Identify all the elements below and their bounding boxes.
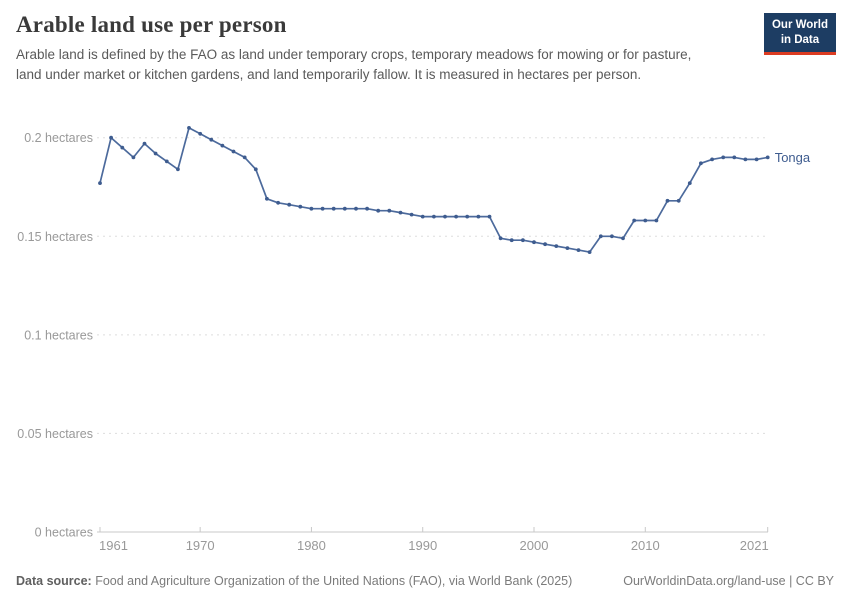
data-point[interactable] bbox=[432, 214, 436, 219]
y-tick-label: 0 hectares bbox=[35, 526, 93, 540]
data-point[interactable] bbox=[554, 244, 559, 249]
data-point[interactable] bbox=[387, 208, 392, 213]
data-point[interactable] bbox=[187, 126, 191, 130]
data-point[interactable] bbox=[598, 234, 603, 239]
data-point[interactable] bbox=[699, 161, 703, 166]
data-point[interactable] bbox=[164, 159, 169, 164]
data-point[interactable] bbox=[354, 206, 358, 211]
data-point[interactable] bbox=[276, 200, 280, 205]
data-point[interactable] bbox=[198, 131, 203, 136]
data-point[interactable] bbox=[665, 198, 670, 203]
data-point[interactable] bbox=[231, 149, 236, 154]
x-tick-label: 2010 bbox=[631, 538, 660, 553]
data-point[interactable] bbox=[676, 198, 681, 203]
chart-footer: Data source: Food and Agriculture Organi… bbox=[16, 574, 834, 588]
data-point[interactable] bbox=[565, 246, 570, 251]
data-point[interactable] bbox=[176, 167, 180, 172]
data-point[interactable] bbox=[398, 210, 403, 215]
data-point[interactable] bbox=[120, 145, 125, 150]
y-tick-label: 0.2 hectares bbox=[24, 131, 93, 145]
data-point[interactable] bbox=[131, 155, 136, 160]
data-point[interactable] bbox=[621, 236, 625, 241]
chart-header: Arable land use per person Arable land i… bbox=[16, 12, 716, 84]
series-line[interactable] bbox=[99, 127, 769, 253]
data-point[interactable] bbox=[298, 204, 303, 209]
data-point[interactable] bbox=[220, 143, 225, 148]
data-point[interactable] bbox=[142, 141, 147, 146]
data-point[interactable] bbox=[443, 214, 447, 219]
data-point[interactable] bbox=[498, 236, 503, 241]
data-point[interactable] bbox=[465, 214, 470, 219]
data-point[interactable] bbox=[710, 157, 714, 162]
data-point[interactable] bbox=[476, 214, 481, 219]
data-point[interactable] bbox=[610, 234, 614, 239]
y-tick-label: 0.05 hectares bbox=[17, 427, 93, 441]
data-point[interactable] bbox=[242, 155, 247, 160]
owid-url-license[interactable]: OurWorldinData.org/land-use | CC BY bbox=[623, 574, 834, 588]
data-source-text: Food and Agriculture Organization of the… bbox=[91, 574, 573, 588]
data-point[interactable] bbox=[521, 238, 525, 243]
data-point[interactable] bbox=[543, 242, 547, 247]
x-tick-label: 1970 bbox=[186, 538, 215, 553]
data-point[interactable] bbox=[287, 202, 292, 207]
data-point[interactable] bbox=[632, 218, 637, 223]
owid-logo[interactable]: Our World in Data bbox=[763, 13, 836, 55]
data-point[interactable] bbox=[365, 206, 369, 211]
data-point[interactable] bbox=[743, 157, 748, 162]
x-tick-label: 1990 bbox=[408, 538, 437, 553]
data-point[interactable] bbox=[532, 240, 536, 245]
owid-logo-line1: Our World bbox=[771, 19, 828, 31]
y-tick-label: 0.15 hectares bbox=[17, 230, 93, 244]
data-source-note: Data source: Food and Agriculture Organi… bbox=[16, 574, 572, 588]
data-point[interactable] bbox=[342, 206, 347, 211]
data-point[interactable] bbox=[587, 250, 592, 255]
x-tick-label: 1961 bbox=[99, 538, 128, 553]
owid-logo-line2: in Data bbox=[780, 33, 820, 46]
data-point[interactable] bbox=[454, 214, 458, 219]
data-source-label: Data source: bbox=[16, 574, 92, 588]
entity-label[interactable]: Tonga bbox=[775, 150, 811, 165]
data-point[interactable] bbox=[153, 151, 158, 156]
data-point[interactable] bbox=[754, 157, 759, 162]
chart-subtitle: Arable land is defined by the FAO as lan… bbox=[16, 47, 692, 82]
data-point[interactable] bbox=[509, 238, 514, 243]
data-point[interactable] bbox=[654, 218, 659, 223]
data-point[interactable] bbox=[109, 135, 113, 140]
data-point[interactable] bbox=[265, 196, 269, 201]
data-point[interactable] bbox=[487, 214, 492, 219]
data-point[interactable] bbox=[98, 181, 102, 186]
x-tick-label: 2000 bbox=[520, 538, 549, 553]
data-point[interactable] bbox=[687, 181, 692, 186]
data-point[interactable] bbox=[331, 206, 336, 211]
data-point[interactable] bbox=[209, 137, 214, 142]
data-point[interactable] bbox=[420, 214, 425, 219]
y-tick-label: 0.1 hectares bbox=[24, 328, 93, 342]
x-tick-label: 2021 bbox=[740, 538, 769, 553]
data-point[interactable] bbox=[576, 248, 581, 253]
data-point[interactable] bbox=[253, 167, 258, 172]
data-point[interactable] bbox=[376, 208, 381, 213]
data-point[interactable] bbox=[320, 206, 325, 211]
x-tick-label: 1980 bbox=[297, 538, 326, 553]
data-point[interactable] bbox=[643, 218, 648, 223]
data-point[interactable] bbox=[732, 155, 737, 160]
data-point[interactable] bbox=[765, 155, 770, 160]
data-point[interactable] bbox=[309, 206, 314, 211]
page-title: Arable land use per person bbox=[16, 12, 287, 37]
data-point[interactable] bbox=[721, 155, 726, 160]
data-point[interactable] bbox=[409, 212, 414, 217]
